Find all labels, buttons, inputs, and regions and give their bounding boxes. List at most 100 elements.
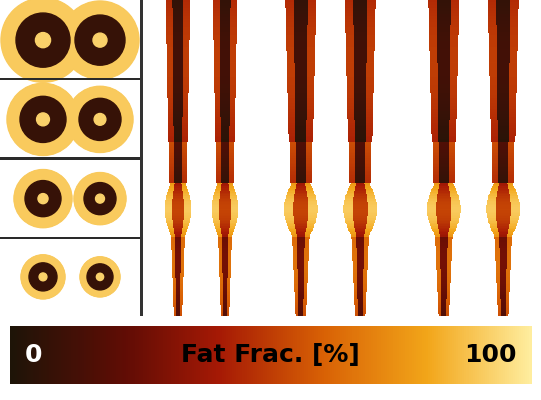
Bar (296, 153, 306, 155)
Bar (164, 205, 191, 207)
Bar (431, 227, 456, 229)
Bar (169, 165, 187, 168)
Bar (490, 93, 517, 95)
Bar (169, 158, 187, 160)
Bar (496, 203, 511, 206)
Circle shape (24, 258, 62, 296)
Bar (497, 88, 509, 90)
Bar (222, 259, 228, 261)
Circle shape (72, 92, 128, 147)
Bar (498, 123, 509, 125)
Bar (492, 178, 514, 180)
Bar (358, 300, 363, 302)
Bar (439, 175, 448, 177)
Bar (174, 184, 182, 186)
Bar (293, 252, 309, 254)
Bar (438, 61, 450, 63)
Bar (220, 33, 230, 35)
Bar (294, 26, 307, 28)
Bar (295, 308, 306, 310)
Bar (294, 52, 307, 54)
Bar (349, 162, 371, 164)
Bar (344, 202, 377, 204)
Bar (216, 178, 234, 180)
Bar (295, 78, 307, 80)
Bar (437, 39, 450, 41)
Bar (439, 154, 448, 156)
Bar (213, 12, 237, 14)
Bar (433, 146, 454, 148)
Bar (172, 216, 184, 218)
Bar (287, 224, 314, 226)
Bar (344, 213, 377, 215)
Bar (213, 3, 237, 5)
Circle shape (6, 3, 80, 77)
Bar (295, 134, 306, 136)
Bar (213, 25, 237, 27)
Bar (295, 123, 306, 125)
Bar (433, 151, 454, 153)
Bar (345, 198, 376, 201)
Bar (288, 105, 314, 108)
Bar (500, 293, 506, 296)
Bar (175, 278, 180, 280)
Bar (354, 293, 366, 296)
Bar (167, 86, 189, 88)
Bar (497, 290, 510, 292)
Bar (437, 26, 451, 28)
Circle shape (36, 32, 50, 48)
Bar (286, 197, 316, 199)
Bar (286, 47, 315, 49)
Bar (174, 113, 182, 115)
Bar (438, 74, 450, 76)
Bar (496, 10, 510, 13)
Bar (496, 9, 510, 11)
Bar (346, 52, 374, 54)
Bar (173, 61, 183, 63)
Circle shape (23, 257, 63, 297)
Bar (293, 244, 309, 246)
Bar (499, 244, 507, 246)
Bar (295, 309, 306, 311)
Bar (345, 6, 375, 8)
Bar (173, 68, 183, 70)
Bar (354, 224, 366, 226)
Bar (357, 259, 364, 261)
Bar (438, 116, 450, 118)
Bar (173, 6, 183, 8)
Bar (220, 96, 230, 98)
Bar (500, 295, 506, 297)
Bar (286, 36, 315, 38)
Bar (215, 94, 235, 96)
Bar (290, 161, 312, 163)
Bar (287, 55, 315, 57)
Bar (214, 86, 236, 88)
Bar (354, 44, 367, 46)
Bar (174, 121, 182, 123)
Bar (489, 194, 517, 196)
Bar (438, 104, 450, 106)
Bar (438, 77, 450, 79)
Bar (354, 306, 366, 308)
Bar (285, 218, 316, 220)
Bar (215, 131, 235, 133)
Bar (354, 304, 366, 306)
Bar (355, 164, 365, 166)
Bar (296, 176, 306, 178)
Bar (497, 20, 510, 22)
Bar (501, 309, 506, 311)
Bar (174, 168, 182, 171)
Bar (213, 1, 237, 3)
Bar (215, 128, 235, 130)
Bar (500, 263, 506, 266)
Bar (167, 75, 189, 78)
Circle shape (25, 259, 61, 295)
Bar (438, 56, 450, 58)
Bar (173, 40, 183, 43)
Bar (354, 289, 367, 291)
Bar (221, 303, 229, 305)
Bar (497, 221, 510, 223)
Bar (428, 4, 459, 6)
Bar (216, 146, 234, 148)
Bar (498, 148, 508, 150)
